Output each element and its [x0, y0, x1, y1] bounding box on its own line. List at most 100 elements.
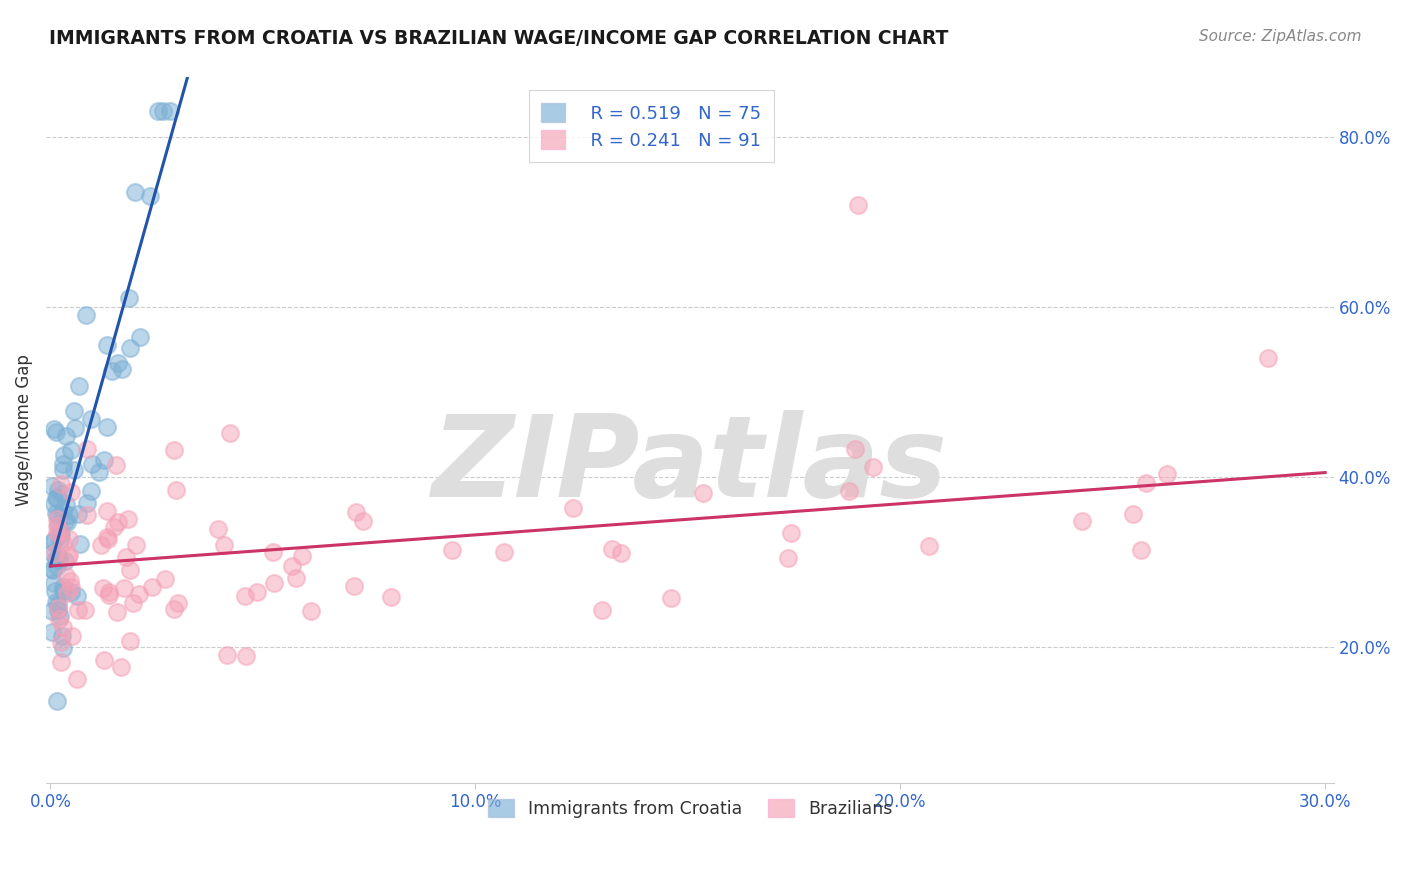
Point	[105, 605, 128, 619]
Point	[138, 189, 160, 203]
Point	[48, 612, 70, 626]
Point	[218, 426, 240, 441]
Point	[56, 585, 79, 599]
Point	[120, 564, 142, 578]
Point	[344, 505, 367, 519]
Point	[76, 496, 98, 510]
Point	[45, 506, 67, 520]
Point	[101, 364, 124, 378]
Point	[52, 536, 75, 550]
Point	[107, 515, 129, 529]
Point	[45, 595, 67, 609]
Point	[163, 442, 186, 457]
Point	[52, 620, 75, 634]
Point	[846, 198, 869, 212]
Point	[55, 497, 77, 511]
Point	[91, 581, 114, 595]
Point	[778, 551, 800, 566]
Point	[42, 575, 65, 590]
Text: ZIPatlas: ZIPatlas	[432, 409, 948, 521]
Point	[42, 422, 65, 436]
Point	[49, 524, 72, 539]
Point	[380, 590, 402, 604]
Y-axis label: Wage/Income Gap: Wage/Income Gap	[15, 354, 32, 506]
Point	[114, 549, 136, 564]
Point	[45, 559, 67, 574]
Point	[233, 589, 256, 603]
Point	[212, 538, 235, 552]
Point	[207, 522, 229, 536]
Point	[343, 579, 366, 593]
Point	[45, 491, 67, 505]
Point	[76, 508, 98, 522]
Point	[41, 479, 63, 493]
Point	[1156, 467, 1178, 482]
Point	[112, 581, 135, 595]
Point	[46, 517, 69, 532]
Point	[166, 596, 188, 610]
Point	[118, 291, 141, 305]
Point	[96, 529, 118, 543]
Point	[52, 505, 75, 519]
Point	[165, 483, 187, 498]
Point	[90, 537, 112, 551]
Point	[48, 549, 70, 563]
Point	[51, 476, 73, 491]
Point	[299, 603, 322, 617]
Point	[65, 421, 87, 435]
Point	[592, 602, 614, 616]
Point	[246, 584, 269, 599]
Point	[41, 625, 63, 640]
Point	[494, 545, 516, 559]
Point	[59, 485, 82, 500]
Point	[844, 442, 866, 456]
Point	[602, 541, 624, 556]
Point	[284, 571, 307, 585]
Point	[87, 465, 110, 479]
Point	[67, 603, 90, 617]
Point	[51, 486, 73, 500]
Point	[235, 649, 257, 664]
Text: IMMIGRANTS FROM CROATIA VS BRAZILIAN WAGE/INCOME GAP CORRELATION CHART: IMMIGRANTS FROM CROATIA VS BRAZILIAN WAG…	[49, 29, 949, 47]
Point	[440, 543, 463, 558]
Point	[66, 589, 89, 603]
Point	[96, 532, 118, 546]
Point	[280, 559, 302, 574]
Point	[1135, 475, 1157, 490]
Point	[58, 549, 80, 564]
Text: Source: ZipAtlas.com: Source: ZipAtlas.com	[1198, 29, 1361, 44]
Point	[111, 361, 134, 376]
Point	[263, 575, 285, 590]
Point	[41, 604, 63, 618]
Point	[1257, 351, 1279, 366]
Point	[56, 515, 79, 529]
Point	[58, 532, 80, 546]
Point	[561, 501, 583, 516]
Point	[46, 600, 69, 615]
Point	[96, 419, 118, 434]
Point	[59, 585, 82, 599]
Point	[44, 546, 66, 560]
Point	[44, 584, 66, 599]
Point	[46, 508, 69, 523]
Point	[117, 512, 139, 526]
Point	[69, 537, 91, 551]
Point	[63, 463, 86, 477]
Point	[44, 497, 66, 511]
Point	[80, 483, 103, 498]
Point	[46, 603, 69, 617]
Point	[93, 453, 115, 467]
Point	[110, 660, 132, 674]
Point	[141, 580, 163, 594]
Point	[838, 484, 860, 499]
Point	[215, 648, 238, 663]
Point	[96, 503, 118, 517]
Point	[122, 596, 145, 610]
Point	[52, 640, 75, 655]
Point	[73, 603, 96, 617]
Legend: Immigrants from Croatia, Brazilians: Immigrants from Croatia, Brazilians	[481, 792, 898, 825]
Point	[107, 356, 129, 370]
Point	[148, 104, 170, 119]
Point	[67, 507, 90, 521]
Point	[49, 526, 72, 541]
